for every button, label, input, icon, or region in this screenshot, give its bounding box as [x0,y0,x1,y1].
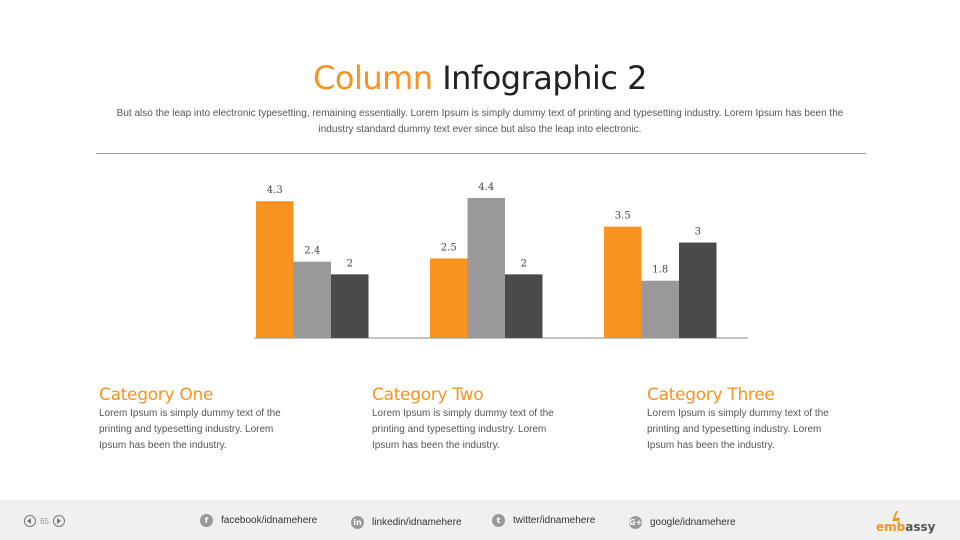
data-label-series-2-category-1: 2.4 [304,246,320,257]
data-label-series-1-category-2: 2.5 [441,242,457,253]
category-two-title: Category Two [372,385,484,405]
slide-navigation: 65 [24,514,65,528]
linkedin-icon: in [351,516,364,529]
linkedin-label: linkedin/idnamehere [372,517,462,528]
bar-series-1-category-3 [604,226,642,338]
logo-accent: emb [876,520,906,534]
bar-series-1-category-2 [430,258,468,338]
data-label-series-3-category-2: 2 [521,258,527,269]
title-rest: Infographic 2 [432,59,647,97]
data-label-series-3-category-3: 3 [695,227,701,238]
category-three-title: Category Three [647,385,775,405]
next-slide-icon[interactable] [52,515,65,527]
category-two-text: Lorem Ipsum is simply dummy text of the … [372,408,554,451]
social-facebook[interactable]: f facebook/idnamehere [200,514,317,527]
bar-series-2-category-2 [467,198,505,338]
social-twitter[interactable]: t twitter/idnamehere [492,514,595,527]
column-chart: 4.3 2.5 3.5 2.4 4.4 1.8 2 2 3 [254,182,748,339]
bar-series-3-category-1 [331,274,369,338]
category-three-text: Lorem Ipsum is simply dummy text of the … [647,408,829,451]
previous-slide-icon[interactable] [24,515,36,527]
bar-series-3-category-2 [505,274,543,338]
subtitle: But also the leap into electronic typese… [116,108,844,135]
category-one-title: Category One [99,385,214,405]
page-number: 65 [40,516,49,526]
data-label-series-1-category-1: 4.3 [267,185,283,196]
data-label-series-2-category-2: 4.4 [478,182,494,193]
google-label: google/idnamehere [650,517,736,528]
bar-series-2-category-1 [293,261,331,338]
data-label-series-2-category-3: 1.8 [652,265,668,276]
brand-logo: emb assy [876,510,935,534]
category-one-block: Category One Lorem Ipsum is simply dummy… [99,384,319,454]
bar-series-3-category-3 [679,242,717,338]
logo-mark-icon [892,511,900,521]
category-three-block: Category Three Lorem Ipsum is simply dum… [647,384,867,454]
social-linkedin[interactable]: in linkedin/idnamehere [351,516,462,529]
footer-bar: 65 f facebook/idnamehere in linkedin/idn… [0,500,960,540]
data-label-series-3-category-1: 2 [347,258,353,269]
divider [96,153,866,154]
google-icon: G+ [629,516,643,529]
logo-rest: assy [905,520,936,534]
category-one-text: Lorem Ipsum is simply dummy text of the … [99,408,281,451]
facebook-icon: f [200,514,213,527]
facebook-label: facebook/idnamehere [221,515,318,526]
data-label-series-1-category-3: 3.5 [615,211,631,222]
social-google[interactable]: G+ google/idnamehere [629,516,736,529]
bar-series-1-category-1 [256,201,294,338]
bar-series-2-category-3 [641,280,679,338]
title-accent: Column [313,59,433,97]
page-title: Column Infographic 2 [0,58,960,98]
twitter-label: twitter/idnamehere [513,515,596,526]
category-two-block: Category Two Lorem Ipsum is simply dummy… [372,384,592,454]
twitter-icon: t [492,514,505,527]
